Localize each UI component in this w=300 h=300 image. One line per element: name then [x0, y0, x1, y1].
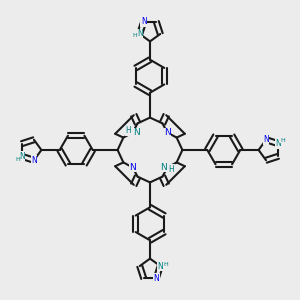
Text: N: N [158, 262, 163, 271]
Text: N: N [275, 139, 281, 148]
Text: N: N [164, 128, 171, 137]
Text: H: H [132, 33, 137, 38]
Text: N: N [141, 17, 146, 26]
Text: H: H [163, 262, 168, 267]
Text: N: N [31, 156, 37, 165]
Text: H: H [125, 126, 131, 135]
Text: N: N [160, 163, 167, 172]
Text: N: N [137, 29, 142, 38]
Text: H: H [280, 138, 285, 143]
Text: N: N [133, 128, 140, 137]
Text: N: N [154, 274, 159, 283]
Text: N: N [129, 163, 136, 172]
Text: N: N [19, 152, 25, 161]
Text: N: N [263, 135, 269, 144]
Text: H: H [169, 165, 175, 174]
Text: H: H [15, 157, 20, 162]
